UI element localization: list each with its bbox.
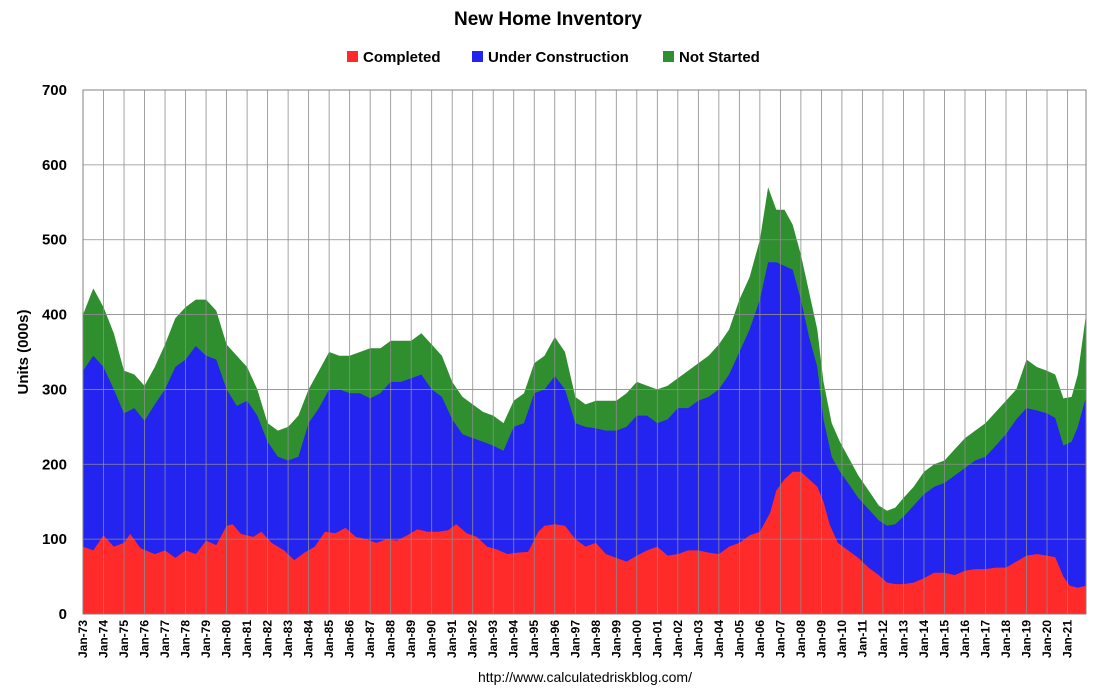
x-tick-label: Jan-79 bbox=[199, 620, 213, 658]
x-tick-label: Jan-87 bbox=[363, 620, 377, 658]
x-tick-label: Jan-20 bbox=[1040, 620, 1054, 658]
x-tick-label: Jan-82 bbox=[261, 620, 275, 658]
x-tick-label: Jan-96 bbox=[548, 620, 562, 658]
y-axis-label: Units (000s) bbox=[15, 309, 32, 394]
x-tick-label: Jan-75 bbox=[117, 620, 131, 658]
x-tick-label: Jan-13 bbox=[896, 620, 910, 658]
x-tick-label: Jan-89 bbox=[404, 620, 418, 658]
y-tick-label: 100 bbox=[42, 531, 67, 548]
x-tick-label: Jan-18 bbox=[999, 620, 1013, 658]
x-tick-label: Jan-84 bbox=[302, 620, 316, 658]
x-tick-label: Jan-97 bbox=[568, 620, 582, 658]
x-tick-label: Jan-21 bbox=[1061, 620, 1075, 658]
x-tick-label: Jan-81 bbox=[240, 620, 254, 658]
plot-areas bbox=[83, 187, 1086, 615]
x-tick-label: Jan-01 bbox=[650, 620, 664, 658]
x-tick-label: Jan-15 bbox=[938, 620, 952, 658]
y-tick-label: 200 bbox=[42, 456, 67, 473]
x-tick-label: Jan-14 bbox=[917, 620, 931, 658]
x-tick-label: Jan-06 bbox=[753, 620, 767, 658]
x-tick-label: Jan-09 bbox=[814, 620, 828, 658]
x-tick-label: Jan-74 bbox=[97, 620, 111, 658]
legend-label-under-construction: Under Construction bbox=[488, 49, 629, 66]
legend-swatch-completed bbox=[347, 51, 358, 62]
x-tick-label: Jan-73 bbox=[76, 620, 90, 658]
y-tick-label: 400 bbox=[42, 307, 67, 324]
y-tick-label: 300 bbox=[42, 381, 67, 398]
area-under-construction bbox=[83, 262, 1086, 614]
legend-label-completed: Completed bbox=[363, 49, 441, 66]
x-tick-label: Jan-76 bbox=[138, 620, 152, 658]
x-axis-ticks: Jan-73 Jan-74 Jan-75 Jan-76 Jan-77 Jan-78 Jan-… bbox=[76, 620, 1075, 658]
x-tick-label: Jan-05 bbox=[732, 620, 746, 658]
x-tick-label: Jan-78 bbox=[179, 620, 193, 658]
x-tick-label: Jan-04 bbox=[712, 620, 726, 658]
y-tick-label: 0 bbox=[59, 606, 67, 623]
x-tick-label: Jan-17 bbox=[979, 620, 993, 658]
x-tick-label: Jan-80 bbox=[220, 620, 234, 658]
x-tick-label: Jan-16 bbox=[958, 620, 972, 658]
x-tick-label: Jan-93 bbox=[486, 620, 500, 658]
source-url: http://www.calculatedriskblog.com/ bbox=[478, 669, 692, 685]
x-tick-label: Jan-07 bbox=[773, 620, 787, 658]
x-tick-label: Jan-90 bbox=[425, 620, 439, 658]
legend-swatch-not-started bbox=[663, 51, 674, 62]
x-tick-label: Jan-03 bbox=[691, 620, 705, 658]
gridlines bbox=[82, 90, 1086, 614]
x-tick-label: Jan-12 bbox=[876, 620, 890, 658]
x-tick-label: Jan-02 bbox=[671, 620, 685, 658]
x-tick-label: Jan-88 bbox=[384, 620, 398, 658]
x-tick-label: Jan-94 bbox=[507, 620, 521, 658]
x-tick-label: Jan-10 bbox=[835, 620, 849, 658]
legend-swatch-under-construction bbox=[472, 51, 483, 62]
legend-item-not-started: Not Started bbox=[663, 49, 760, 66]
x-tick-label: Jan-19 bbox=[1020, 620, 1034, 658]
x-tick-label: Jan-00 bbox=[630, 620, 644, 658]
area-completed bbox=[83, 471, 1086, 614]
x-tick-label: Jan-77 bbox=[158, 620, 172, 658]
y-tick-label: 600 bbox=[42, 157, 67, 174]
x-tick-label: Jan-11 bbox=[855, 620, 869, 658]
x-tick-label: Jan-85 bbox=[322, 620, 336, 658]
plot-border bbox=[82, 89, 1087, 615]
y-tick-label: 700 bbox=[42, 82, 67, 99]
x-tick-label: Jan-86 bbox=[343, 620, 357, 658]
y-tick-label: 500 bbox=[42, 232, 67, 249]
legend-label-not-started: Not Started bbox=[679, 49, 760, 66]
legend-item-completed: Completed bbox=[347, 49, 441, 66]
legend-item-under-construction: Under Construction bbox=[472, 49, 629, 66]
x-tick-label: Jan-91 bbox=[445, 620, 459, 658]
x-tick-label: Jan-98 bbox=[589, 620, 603, 658]
x-tick-label: Jan-92 bbox=[466, 620, 480, 658]
chart-title: New Home Inventory bbox=[454, 9, 642, 30]
legend: Completed Under Construction Not Started bbox=[347, 49, 760, 66]
x-tick-label: Jan-08 bbox=[794, 620, 808, 658]
y-axis-ticks: 0 100 200 300 400 500 600 700 bbox=[42, 82, 67, 623]
x-tick-label: Jan-83 bbox=[281, 620, 295, 658]
x-tick-label: Jan-95 bbox=[527, 620, 541, 658]
x-tick-label: Jan-99 bbox=[609, 620, 623, 658]
